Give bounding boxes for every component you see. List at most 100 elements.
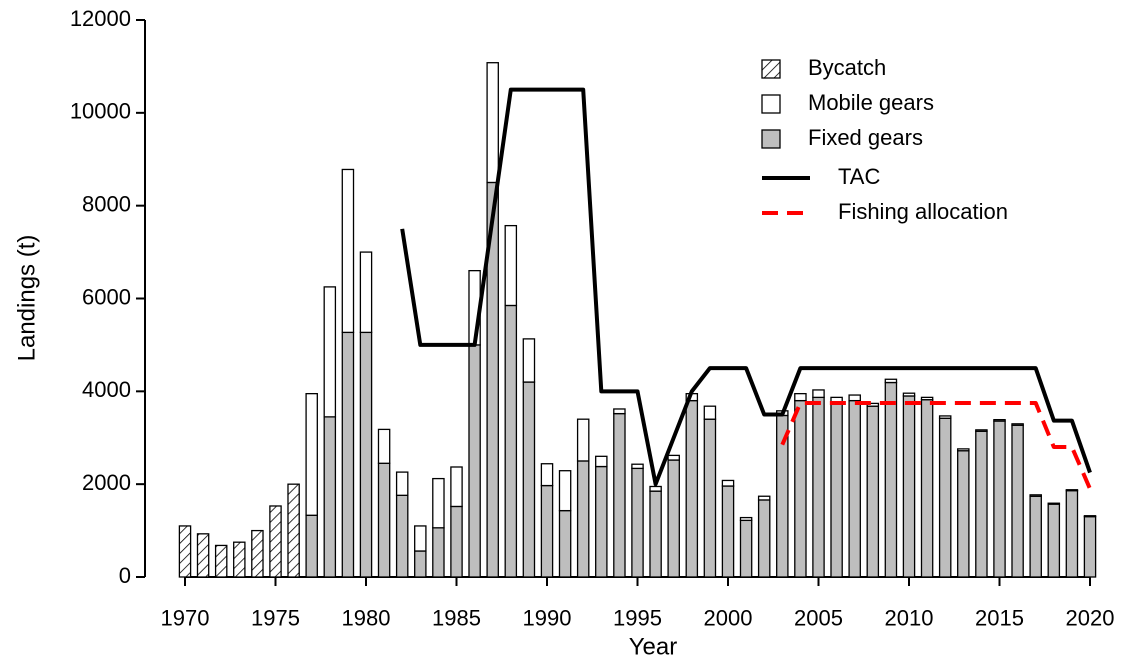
bar — [504, 224, 518, 307]
x-tick-label: 1975 — [251, 606, 300, 631]
bar — [233, 541, 246, 578]
bar — [576, 418, 590, 462]
bar — [558, 509, 572, 578]
bar — [251, 529, 264, 578]
bar — [486, 62, 499, 184]
bar — [395, 471, 409, 496]
bar — [812, 389, 825, 399]
bar — [323, 416, 337, 578]
bar — [757, 499, 771, 578]
bar — [305, 514, 318, 578]
x-tick-label: 2005 — [794, 606, 843, 631]
legend-label: TAC — [838, 164, 880, 189]
line — [400, 87, 1092, 487]
bar — [957, 448, 970, 452]
bar — [938, 417, 952, 578]
bar — [504, 304, 518, 578]
x-tick-label: 1990 — [523, 606, 572, 631]
bar — [667, 459, 680, 578]
x-tick-label: 1980 — [342, 606, 391, 631]
bar — [993, 418, 1006, 422]
bar — [269, 505, 282, 578]
bar — [1065, 490, 1079, 578]
bar — [920, 399, 934, 578]
bar — [540, 484, 554, 578]
bar — [613, 412, 626, 578]
bar — [667, 454, 680, 461]
bar — [884, 381, 898, 578]
bar — [830, 401, 843, 578]
bar — [649, 485, 662, 492]
bar — [1047, 502, 1061, 505]
y-tick-label: 0 — [119, 563, 131, 588]
bar — [794, 399, 807, 578]
y-axis-label: Landings (t) — [13, 235, 40, 362]
legend-label: Mobile gears — [808, 90, 934, 115]
bar — [993, 420, 1006, 578]
bar — [721, 485, 735, 578]
legend-swatch — [761, 59, 781, 79]
bar — [848, 394, 861, 402]
bar — [305, 393, 318, 516]
bar — [522, 381, 536, 578]
bar — [341, 331, 355, 578]
bar — [395, 494, 409, 578]
y-tick-label: 8000 — [82, 191, 131, 216]
x-tick-label: 1995 — [613, 606, 662, 631]
bar — [359, 331, 373, 578]
bar — [1047, 503, 1061, 578]
bar — [1029, 495, 1042, 578]
bar — [812, 396, 825, 578]
bar — [341, 168, 355, 334]
bar — [848, 399, 861, 578]
bar — [522, 338, 536, 383]
bar — [1065, 489, 1079, 492]
bar — [902, 395, 916, 578]
x-tick-label: 2015 — [975, 606, 1024, 631]
x-tick-label: 1970 — [161, 606, 210, 631]
bar — [902, 392, 916, 397]
bar — [703, 405, 717, 420]
bar — [685, 399, 699, 578]
bar — [576, 460, 590, 578]
x-axis-label: Year — [629, 633, 678, 660]
x-tick-label: 1985 — [432, 606, 481, 631]
bar — [595, 465, 608, 578]
bar — [287, 483, 300, 578]
bar — [613, 408, 626, 415]
legend-swatch — [761, 129, 781, 149]
bar — [866, 405, 880, 578]
bar — [631, 467, 644, 578]
y-tick-label: 12000 — [70, 6, 131, 31]
bar — [432, 477, 445, 529]
bar — [957, 450, 970, 578]
bar — [414, 550, 427, 578]
bar — [794, 393, 807, 402]
bar — [938, 415, 952, 419]
bar — [595, 455, 608, 468]
bar — [721, 479, 735, 487]
bar — [414, 525, 427, 552]
bar — [196, 533, 210, 578]
legend-swatch — [761, 94, 781, 114]
bar — [468, 344, 481, 578]
bar — [920, 396, 934, 401]
bar — [450, 505, 463, 578]
line — [780, 400, 1092, 490]
bar — [703, 418, 717, 578]
y-tick-label: 2000 — [82, 470, 131, 495]
bar — [377, 428, 391, 464]
bar — [1083, 515, 1097, 518]
bar — [359, 251, 373, 334]
x-tick-label: 2010 — [885, 606, 934, 631]
bar — [884, 378, 898, 384]
bar — [1083, 516, 1097, 578]
bar — [631, 463, 644, 470]
bar — [649, 490, 662, 578]
bar — [1011, 423, 1024, 426]
x-tick-label: 2000 — [704, 606, 753, 631]
x-tick-label: 2020 — [1066, 606, 1115, 631]
bar — [1011, 424, 1024, 578]
legend-label: Fishing allocation — [838, 199, 1008, 224]
legend-label: Bycatch — [808, 55, 886, 80]
